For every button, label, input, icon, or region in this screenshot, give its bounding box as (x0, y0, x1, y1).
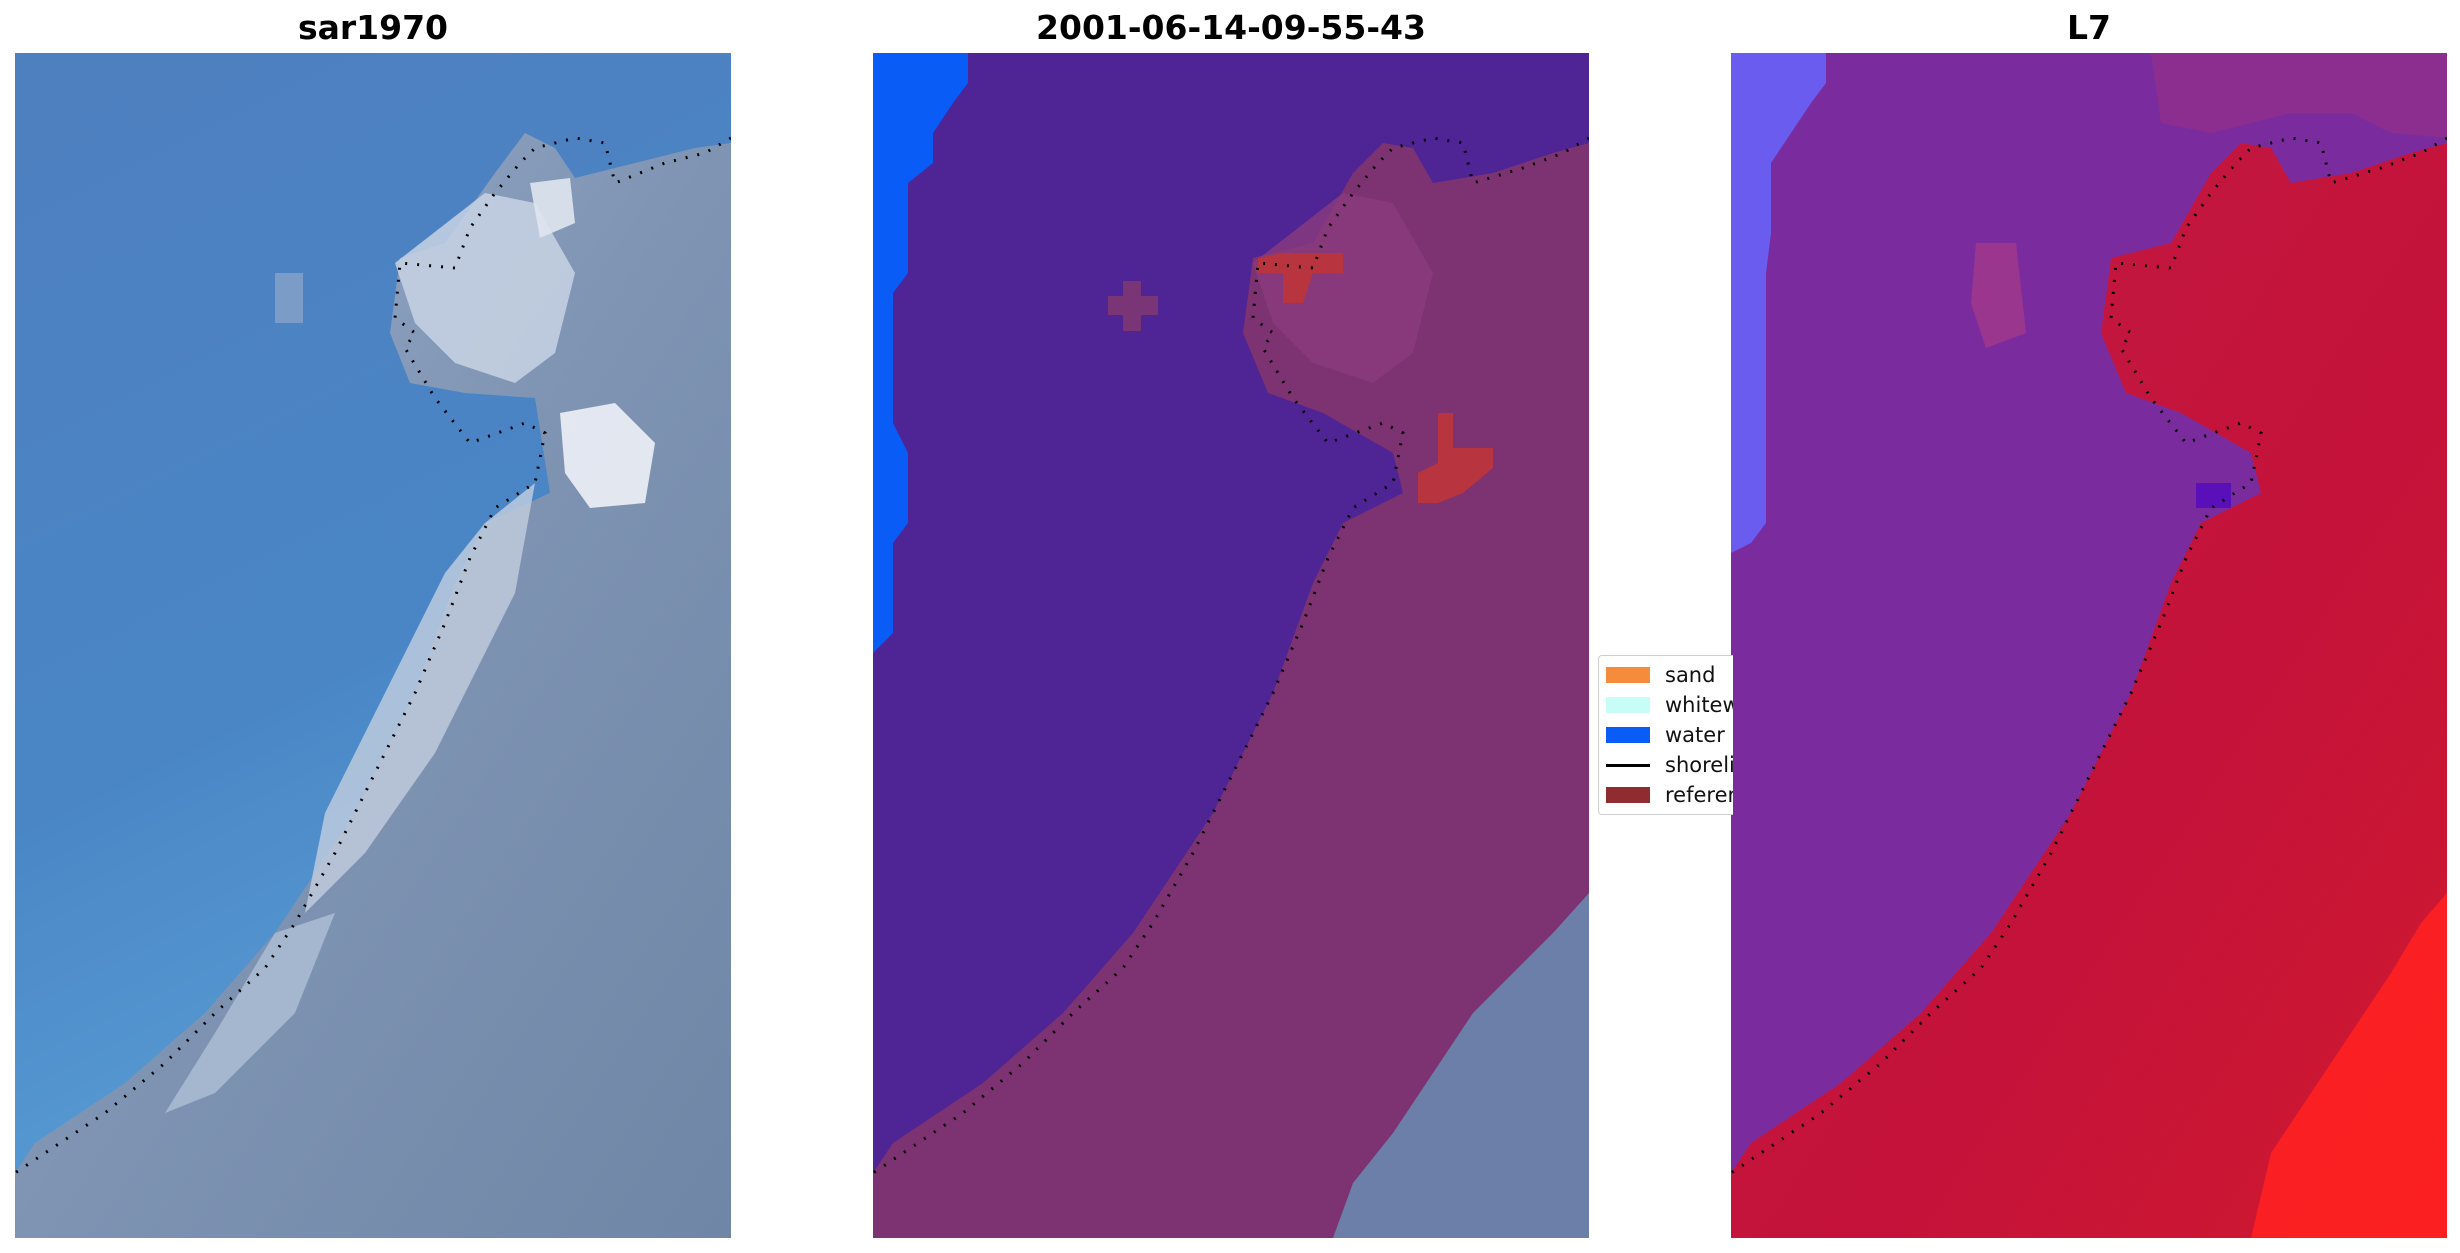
classification-image (873, 53, 1589, 1238)
legend-label-shoreline: shoreline (1665, 753, 1733, 777)
false-color-panel (1731, 53, 2447, 1238)
legend-item-shoreline: shoreline (1599, 751, 1733, 779)
panel-title-rgb: sar1970 (297, 8, 449, 47)
legend-label-water: water (1665, 723, 1725, 747)
rgb-image-panel (15, 53, 731, 1238)
classification-panel (873, 53, 1589, 1238)
legend-item-water: water (1599, 721, 1733, 749)
rgb-image (15, 53, 731, 1238)
legend-label-sand: sand (1665, 663, 1716, 687)
false-color-image (1731, 53, 2447, 1238)
legend-label-reference-shoreline: reference shoreline (1665, 783, 1733, 807)
shoreline-line-swatch (1606, 764, 1650, 767)
legend-item-sand: sand (1599, 661, 1733, 689)
panel-title-classification: 2001-06-14-09-55-43 (1036, 8, 1426, 47)
legend-item-reference-shoreline: reference shoreline (1599, 781, 1733, 809)
sand-swatch (1606, 667, 1650, 683)
panel-title-false-color: L7 (2067, 8, 2111, 47)
whitewater-swatch (1606, 697, 1650, 713)
water-swatch (1606, 727, 1650, 743)
reference-shoreline-swatch (1606, 787, 1650, 803)
